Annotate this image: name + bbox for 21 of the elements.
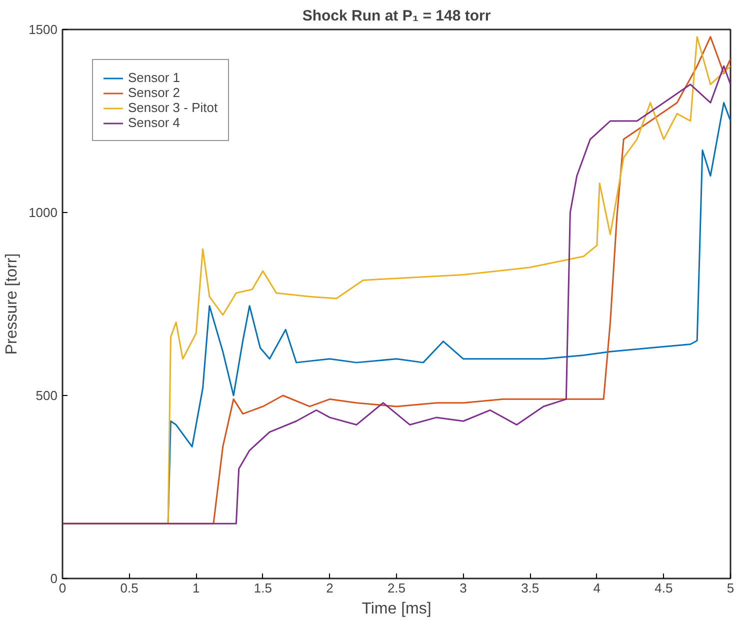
legend-label: Sensor 2	[128, 85, 180, 100]
x-tick-label: 4.5	[654, 580, 673, 596]
chart-title: Shock Run at P₁ = 148 torr	[302, 8, 491, 24]
x-tick-label: 2.5	[387, 580, 406, 596]
x-tick-label: 4	[593, 580, 601, 596]
legend-label: Sensor 4	[128, 115, 180, 130]
x-axis-title: Time [ms]	[362, 600, 432, 618]
legend-label: Sensor 3 - Pitot	[128, 100, 218, 115]
y-tick-label: 500	[36, 388, 58, 403]
x-tick-label: 1.5	[254, 580, 272, 596]
x-tick-label: 3.5	[521, 580, 540, 596]
x-tick-label: 1	[192, 580, 200, 596]
x-tick-label: 3	[460, 580, 467, 596]
y-tick-label: 1500	[28, 22, 58, 37]
y-tick-label: 0	[50, 571, 58, 586]
x-tick-label: 0.5	[120, 580, 138, 596]
y-axis-title: Pressure [torr]	[4, 253, 21, 355]
x-tick-label: 5	[726, 580, 734, 596]
x-tick-label: 2	[326, 580, 334, 596]
y-tick-label: 1000	[28, 205, 58, 220]
legend-label: Sensor 1	[128, 70, 180, 85]
